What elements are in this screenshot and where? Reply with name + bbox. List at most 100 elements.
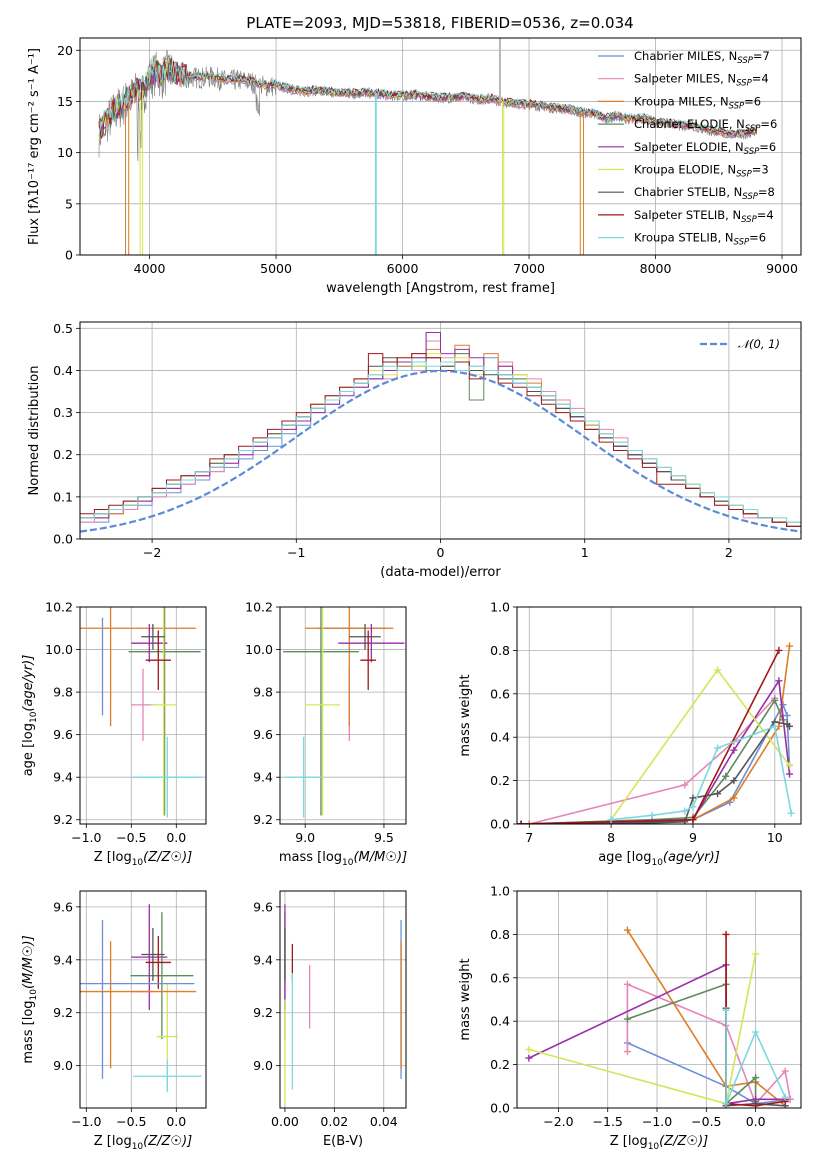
panel-spectrum: 4000 5000 6000 7000 8000 9000 0 5 10 15 20 waveleng… [27,37,802,296]
y-tick-label: 0.6 [490,970,510,985]
panel-mass_weight_vs_age: 7 8 9 10 0.0 0.2 0.4 0.6 0.8 1.0 age [log10(age/yr… [458,600,802,868]
weight-marker [783,712,791,719]
weight-marker [689,816,697,824]
y-tick-label: 0.8 [490,927,510,942]
weight-marker [681,781,689,789]
y-tick-label: 10 [57,145,73,160]
axes-frame [79,321,802,540]
plot-area [98,38,758,255]
weight-marker [623,1015,631,1023]
spectrum-dip [501,101,505,255]
x-axis-label: wavelength [Angstrom, rest frame] [326,281,555,296]
weight-marker [752,1074,760,1082]
y-tick-label: 0.4 [490,730,510,745]
weight-marker [786,722,794,730]
weight-marker [714,790,722,798]
weight-line [521,650,780,824]
weight-line [725,1010,786,1105]
weight-marker [752,1102,760,1108]
plot-area [525,926,794,1108]
legend-label: 𝒩(0, 1) [738,337,780,351]
x-tick-label: −0.5 [116,1114,146,1129]
y-tick-label: 5 [65,196,73,211]
grid [517,890,801,1109]
grid [80,891,206,1108]
axes-frame [279,606,407,825]
histogram-series [80,353,801,527]
y-tick-label: 1.0 [490,884,510,899]
grid [280,606,406,824]
y-axis-label: mass weight [458,674,473,756]
weight-marker [689,794,697,802]
weight-marker [730,794,738,802]
errorbar-point [284,736,323,818]
weight-marker [623,926,631,934]
errorbar-point [305,607,394,727]
y-tick-label: 9.6 [53,727,73,742]
y-axis-label: Normed distribution [27,366,42,496]
panel-mass_vs_Z: −1.0 −0.5 0.0 9.0 9.2 9.4 9.6 Z [log10(Z/Z☉)] ma… [21,890,207,1152]
y-tick-label: 0.1 [53,489,73,504]
weight-marker [623,980,631,988]
errorbar-point [80,607,197,727]
y-tick-label: 10.2 [45,600,73,615]
errorbar-point [145,935,171,989]
spectrum-dip [139,90,144,255]
x-tick-label: −2 [143,545,161,560]
x-axis-label: Z [log10(Z/Z☉)] [94,850,192,868]
x-tick-label: 0.00 [271,1114,299,1129]
legend-label: Salpeter ELODIE, NSSP=6 [634,140,776,157]
weight-marker [525,1045,533,1053]
y-tick-label: 9.8 [253,685,273,700]
x-tick-label: −1.0 [71,830,101,845]
weight-line [626,983,791,1106]
y-tick-label: 9.6 [53,899,73,914]
y-tick-label: 9.4 [253,952,273,967]
x-tick-label: −1.5 [593,1114,623,1129]
y-tick-label: 1.0 [490,600,510,615]
y-tick-label: 0.4 [490,1014,510,1029]
plot-area [517,642,795,824]
errorbar-point [133,736,202,818]
weight-marker [714,666,722,674]
histogram-series [80,340,801,527]
y-tick-label: 9.4 [253,770,273,785]
weight-marker [525,1054,533,1062]
y-tick-label: 9.4 [53,952,73,967]
legend-label: Kroupa ELODIE, NSSP=3 [634,163,769,180]
y-tick-label: 0.2 [490,1057,510,1072]
weight-marker [722,1100,730,1108]
y-tick-label: 0.6 [490,686,510,701]
weight-marker [786,761,794,769]
y-tick-label: 9.0 [53,1058,73,1073]
weight-marker [781,1067,789,1075]
errorbar-point [131,904,168,1011]
weight-marker [781,1093,789,1101]
x-tick-label: 10 [767,830,783,845]
x-tick-label: 0.0 [166,1114,186,1129]
x-tick-label: 6000 [387,261,419,276]
weight-marker [722,930,730,938]
errorbar-point [360,630,377,690]
x-tick-label: −0.5 [116,830,146,845]
x-tick-label: 7 [525,830,533,845]
grid [280,891,406,1108]
y-axis-label: age [log10(age/yr)] [21,655,39,777]
x-tick-label: 9.0 [295,830,315,845]
x-tick-label: 9.5 [374,830,394,845]
histogram-series [80,353,801,527]
plot-area [284,904,402,1106]
x-axis-label: Z [log10(Z/Z☉)] [94,1134,192,1152]
weight-marker [730,746,738,754]
x-axis-label: (data-model)/error [380,565,501,580]
y-tick-label: 9.0 [253,1058,273,1073]
x-axis-label: mass [log10(M/M☉)] [279,850,407,868]
y-tick-label: 9.8 [53,685,73,700]
errorbar-point [131,624,168,663]
weight-marker [525,820,533,824]
weight-marker [786,642,794,650]
y-tick-label: 0.0 [490,1101,510,1116]
x-tick-label: −1.0 [642,1114,672,1129]
y-tick-label: 9.2 [253,812,273,827]
